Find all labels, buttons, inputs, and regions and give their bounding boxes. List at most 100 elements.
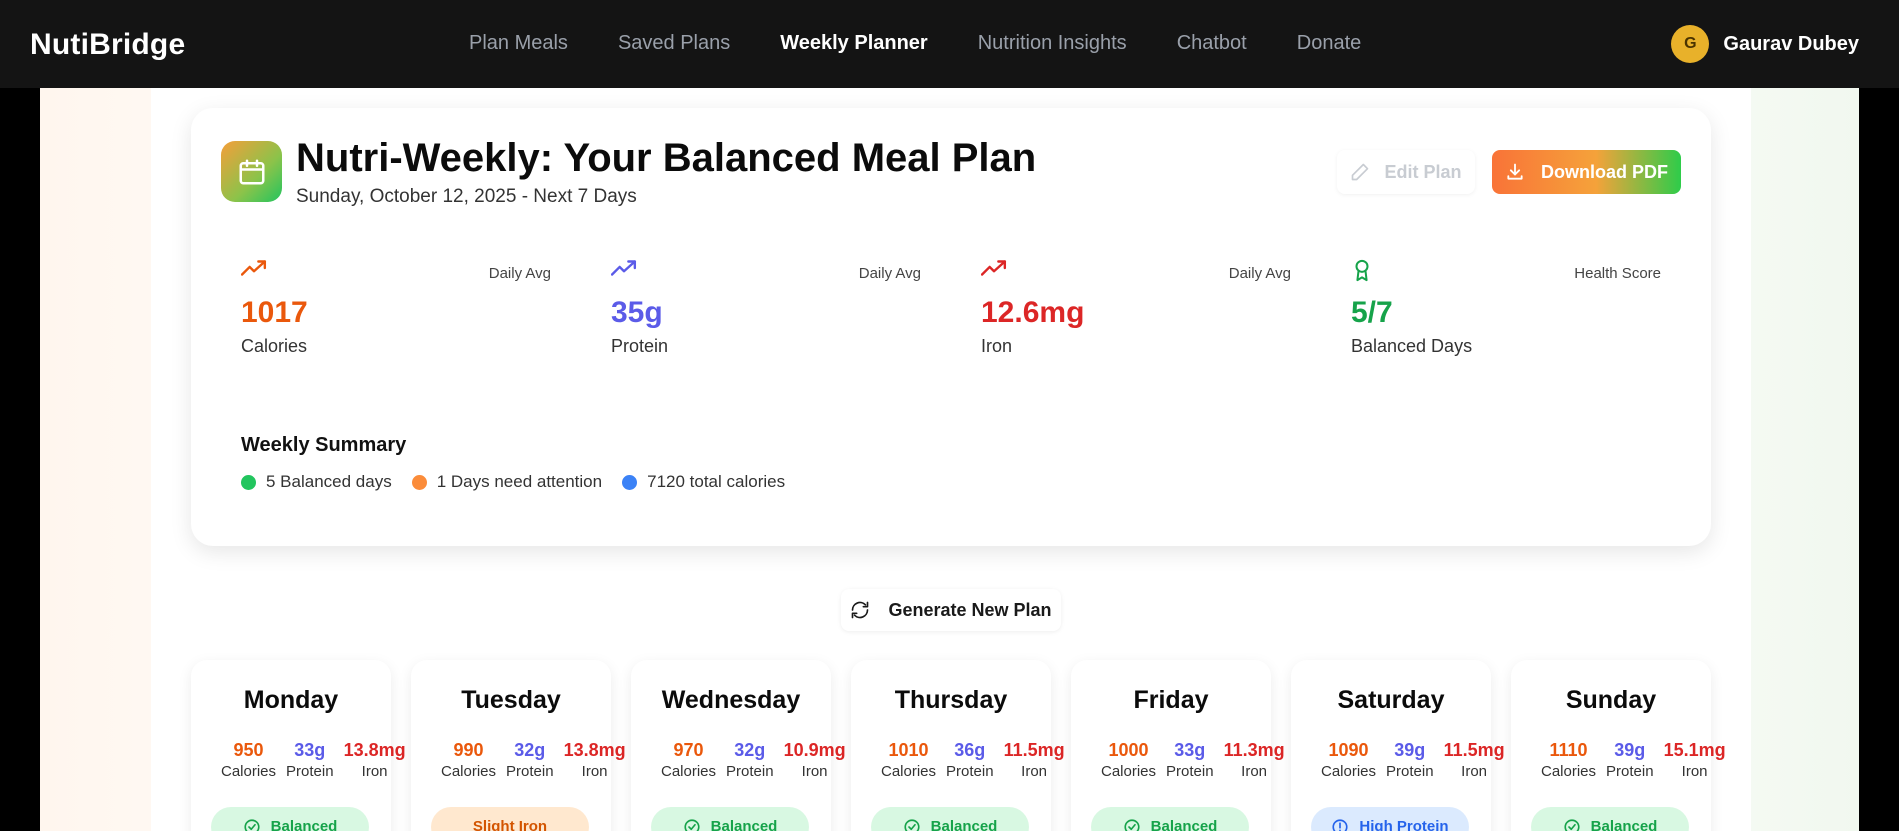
day-card-saturday[interactable]: Saturday 1090 Calories 39g Protein 11.5mg I… xyxy=(1291,660,1505,831)
nav-item-plan-meals[interactable]: Plan Meals xyxy=(469,32,568,54)
metric-label: Calories xyxy=(1101,763,1157,780)
nav-item-weekly-planner[interactable]: Weekly Planner xyxy=(780,32,928,54)
day-card-monday[interactable]: Monday 950 Calories 33g Protein 13.8mg Iron… xyxy=(191,660,406,831)
nav-item-donate[interactable]: Donate xyxy=(1296,32,1362,54)
metric-label: Iron xyxy=(361,763,388,780)
status-label: Balanced xyxy=(1590,818,1658,831)
day-iron: 11.5mg xyxy=(1443,740,1505,760)
stat-value: 5/7 xyxy=(1351,296,1393,329)
summary-text: 7120 total calories xyxy=(647,472,786,491)
day-calories: 1090 xyxy=(1328,740,1369,760)
weekly-summary-title: Weekly Summary xyxy=(241,434,407,456)
pencil-icon xyxy=(1352,163,1369,181)
stat-health-score: Health Score 5/7 Balanced Days xyxy=(1351,258,1661,378)
summary-text: 5 Balanced days xyxy=(266,472,392,491)
day-iron: 15.1mg xyxy=(1663,740,1726,760)
stat-iron: Daily Avg 12.6mg Iron xyxy=(981,258,1291,378)
brand-logo[interactable]: NutiBridge xyxy=(30,28,186,61)
metric-label: Calories xyxy=(441,763,497,780)
day-card-sunday[interactable]: Sunday 1110 Calories 39g Protein 15.1mg Iro… xyxy=(1511,660,1726,831)
award-icon xyxy=(1355,259,1369,282)
day-card-tuesday[interactable]: Tuesday 990 Calories 32g Protein 13.8mg Iro… xyxy=(411,660,626,831)
metric-label: Iron xyxy=(581,763,608,780)
summary-text: 1 Days need attention xyxy=(436,472,603,491)
edit-plan-label: Edit Plan xyxy=(1384,161,1462,182)
status-badge: Balanced xyxy=(211,807,369,831)
day-calories: 1110 xyxy=(1549,740,1588,760)
nav-item-saved-plans[interactable]: Saved Plans xyxy=(617,32,731,54)
day-metrics: 990 Calories 32g Protein 13.8mg Iron xyxy=(441,740,626,780)
plan-summary-card: Nutri-Weekly: Your Balanced Meal Plan Su… xyxy=(191,108,1711,546)
day-metrics: 1010 Calories 36g Protein 11.5mg Iron xyxy=(881,740,1065,780)
trending-up-icon xyxy=(981,260,1007,276)
day-calories: 1010 xyxy=(888,740,929,760)
stat-protein: Daily Avg 35g Protein xyxy=(611,258,921,378)
day-name: Thursday xyxy=(894,686,1008,714)
metric-label: Protein xyxy=(1166,763,1214,780)
edit-plan-button[interactable]: Edit Plan xyxy=(1337,150,1475,194)
stat-name: Balanced Days xyxy=(1351,336,1473,356)
day-iron: 11.5mg xyxy=(1003,740,1065,760)
check-circle-icon xyxy=(1564,819,1580,831)
day-card-friday[interactable]: Friday 1000 Calories 33g Protein 11.3mg Iro… xyxy=(1071,660,1285,831)
status-badge: Balanced xyxy=(1531,807,1689,831)
calendar-icon xyxy=(221,141,282,202)
day-name: Monday xyxy=(243,686,339,714)
day-protein: 32g xyxy=(734,740,766,760)
metric-label: Protein xyxy=(946,763,994,780)
alert-circle-icon xyxy=(1332,819,1348,831)
status-badge: Slight Iron xyxy=(431,807,589,831)
avatar: G xyxy=(1671,25,1710,63)
day-name: Saturday xyxy=(1337,686,1445,714)
refresh-icon xyxy=(852,601,869,619)
nav-item-chatbot[interactable]: Chatbot xyxy=(1176,32,1247,54)
generate-new-plan-button[interactable]: Generate New Plan xyxy=(841,589,1061,631)
day-iron: 13.8mg xyxy=(563,740,626,760)
blue-dot-icon xyxy=(622,474,638,490)
stat-label: Daily Avg xyxy=(858,265,921,282)
check-circle-icon xyxy=(684,819,700,831)
summary-item-balanced: 5 Balanced days xyxy=(241,472,392,492)
download-icon xyxy=(1507,163,1523,180)
day-card-wednesday[interactable]: Wednesday 970 Calories 32g Protein 10.9mg I… xyxy=(631,660,846,831)
metric-label: Protein xyxy=(726,763,774,780)
metric-label: Protein xyxy=(286,763,334,780)
download-pdf-label: Download PDF xyxy=(1541,161,1668,182)
stat-name: Calories xyxy=(241,336,308,356)
plan-date-range: Sunday, October 12, 2025 - Next 7 Days xyxy=(296,186,637,207)
metric-label: Iron xyxy=(801,763,828,780)
day-card-thursday[interactable]: Thursday 1010 Calories 36g Protein 11.5mg I… xyxy=(851,660,1065,831)
nav-item-nutrition-insights[interactable]: Nutrition Insights xyxy=(977,32,1127,54)
day-iron: 11.3mg xyxy=(1223,740,1285,760)
day-name: Tuesday xyxy=(461,686,561,714)
status-label: Balanced xyxy=(930,818,998,831)
day-calories: 970 xyxy=(673,740,704,760)
summary-item-calories: 7120 total calories xyxy=(622,472,785,492)
user-name: Gaurav Dubey xyxy=(1723,32,1859,55)
day-name: Wednesday xyxy=(661,686,801,714)
stat-name: Iron xyxy=(981,336,1013,356)
summary-item-attention: 1 Days need attention xyxy=(411,472,603,492)
metric-label: Iron xyxy=(1681,763,1708,780)
day-metrics: 950 Calories 33g Protein 13.8mg Iron xyxy=(221,740,406,780)
download-pdf-button[interactable]: Download PDF xyxy=(1492,150,1681,194)
weekly-summary: 5 Balanced days 1 Days need attention 71… xyxy=(241,472,805,492)
user-menu[interactable]: G Gaurav Dubey xyxy=(1671,25,1859,63)
check-circle-icon xyxy=(904,819,920,831)
day-calories: 950 xyxy=(233,740,264,760)
stat-label: Daily Avg xyxy=(1228,265,1291,282)
day-protein: 32g xyxy=(514,740,546,760)
day-metrics: 1090 Calories 39g Protein 11.5mg Iron xyxy=(1321,740,1505,780)
status-label: Balanced xyxy=(1150,818,1218,831)
stat-label: Health Score xyxy=(1574,265,1661,282)
metric-label: Iron xyxy=(1021,763,1048,780)
trending-up-icon xyxy=(611,260,637,276)
day-metrics: 1000 Calories 33g Protein 11.3mg Iron xyxy=(1101,740,1285,780)
day-protein: 39g xyxy=(1394,740,1426,760)
stat-value: 12.6mg xyxy=(981,296,1085,329)
generate-new-plan-label: Generate New Plan xyxy=(888,599,1052,620)
top-navbar: NutiBridge Plan Meals Saved Plans Weekly… xyxy=(0,0,1899,88)
day-protein: 33g xyxy=(294,740,326,760)
stat-value: 35g xyxy=(611,296,663,329)
day-protein: 36g xyxy=(954,740,986,760)
